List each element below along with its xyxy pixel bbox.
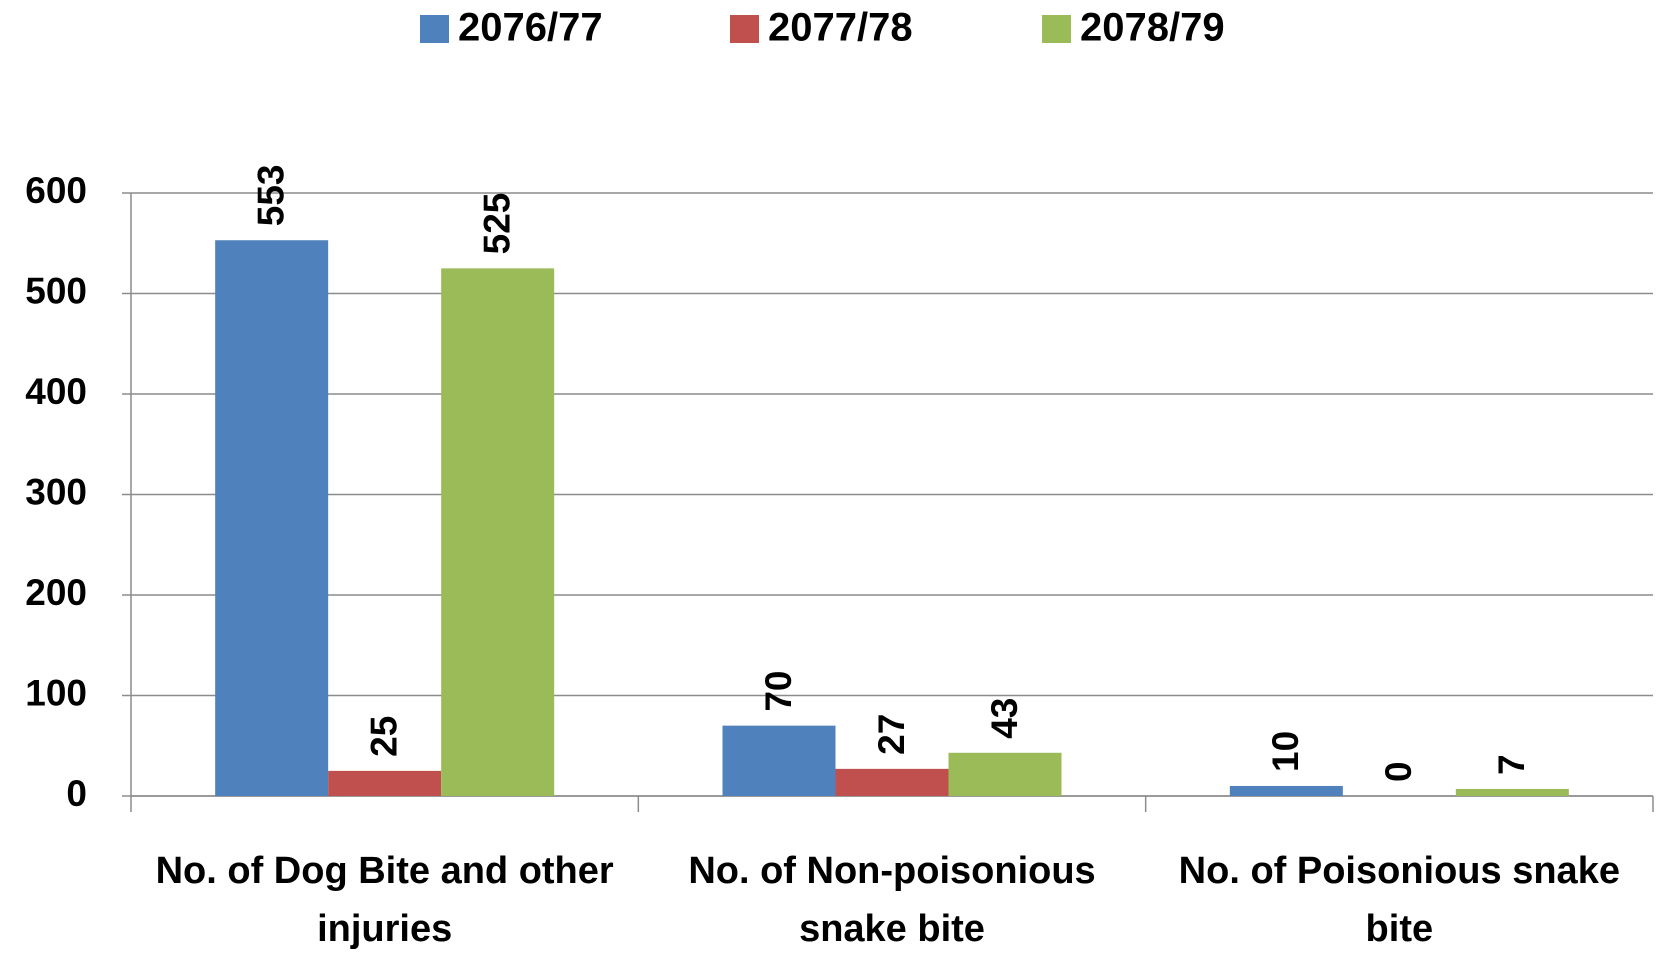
legend-label: 2078/79 (1080, 6, 1225, 50)
bar (948, 752, 1062, 796)
value-label: 43 (984, 698, 1025, 739)
bar (835, 768, 949, 796)
legend-label: 2076/77 (458, 6, 603, 50)
bar (722, 725, 836, 796)
value-label: 27 (871, 714, 912, 755)
bar (328, 770, 442, 796)
value-label: 25 (363, 716, 404, 757)
value-label: 525 (476, 193, 517, 255)
legend-swatch (420, 15, 449, 43)
value-label: 70 (758, 670, 799, 711)
y-tick-label: 0 (66, 773, 87, 814)
y-tick-label: 100 (25, 672, 87, 713)
x-tick-label: No. of Non-poisonious snake bite (688, 850, 1096, 950)
bar (215, 240, 329, 797)
x-tick-label: No. of Dog Bite and other injuries (155, 850, 614, 950)
y-tick-label: 200 (25, 572, 87, 613)
y-tick-label: 400 (25, 371, 87, 412)
value-label: 0 (1378, 761, 1419, 782)
y-tick-label: 600 (25, 170, 87, 211)
value-label: 10 (1265, 731, 1306, 772)
y-tick-label: 500 (25, 270, 87, 311)
value-label: 7 (1491, 754, 1532, 775)
x-tick-label: No. of Poisonious snake bite (1178, 850, 1620, 950)
bar (1455, 788, 1569, 796)
legend-label: 2077/78 (768, 6, 913, 50)
legend-swatch (730, 15, 759, 43)
value-label: 553 (250, 165, 291, 227)
bar (441, 268, 555, 796)
bar (1229, 785, 1343, 796)
legend-swatch (1042, 15, 1071, 43)
y-tick-label: 300 (25, 471, 87, 512)
